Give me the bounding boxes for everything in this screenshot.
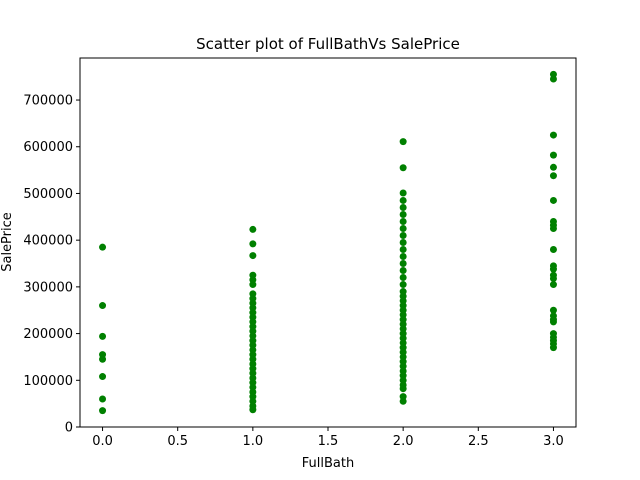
- data-point: [249, 225, 257, 233]
- data-point: [399, 260, 407, 268]
- data-point: [399, 267, 407, 275]
- data-point: [99, 332, 107, 340]
- y-tick-label: 400000: [23, 234, 73, 249]
- data-point: [249, 406, 257, 414]
- data-point: [549, 318, 557, 326]
- data-point: [99, 243, 107, 251]
- data-point: [99, 407, 107, 415]
- points-layer: [99, 70, 557, 415]
- data-point: [249, 240, 257, 248]
- data-point: [249, 281, 257, 289]
- data-point: [399, 203, 407, 211]
- data-point: [399, 210, 407, 218]
- data-point: [399, 217, 407, 225]
- data-point: [249, 252, 257, 260]
- y-tick-label: 500000: [23, 187, 73, 202]
- y-tick-label: 300000: [23, 280, 73, 295]
- data-point: [99, 395, 107, 403]
- data-point: [549, 75, 557, 83]
- data-point: [549, 265, 557, 273]
- data-point: [549, 246, 557, 254]
- x-tick-label: 0.5: [167, 434, 188, 449]
- data-point: [399, 224, 407, 232]
- data-point: [399, 196, 407, 204]
- data-point: [99, 302, 107, 310]
- y-tick-label: 200000: [23, 327, 73, 342]
- data-point: [399, 189, 407, 197]
- data-point: [399, 281, 407, 289]
- data-point: [399, 274, 407, 282]
- data-point: [549, 344, 557, 352]
- data-point: [399, 253, 407, 261]
- data-point: [549, 172, 557, 180]
- x-tick-label: 1.0: [243, 434, 264, 449]
- data-point: [549, 163, 557, 171]
- data-point: [399, 385, 407, 393]
- x-tick-label: 3.0: [543, 434, 564, 449]
- data-point: [399, 164, 407, 172]
- data-point: [549, 281, 557, 289]
- chart-title: Scatter plot of FullBathVs SalePrice: [196, 35, 460, 53]
- y-tick-label: 600000: [23, 140, 73, 155]
- x-axis-ticks: 0.0 0.5 1.0 1.5 2.0 2.5 3.0: [92, 427, 564, 449]
- data-point: [549, 274, 557, 282]
- y-tick-label: 700000: [23, 94, 73, 109]
- data-point: [399, 239, 407, 246]
- x-tick-label: 2.5: [468, 434, 489, 449]
- data-point: [549, 306, 557, 314]
- y-tick-label: 0: [65, 421, 73, 436]
- data-point: [99, 355, 107, 363]
- data-point: [399, 138, 407, 146]
- data-point: [399, 231, 407, 239]
- x-tick-label: 2.0: [393, 434, 414, 449]
- data-point: [549, 224, 557, 232]
- y-tick-label: 100000: [23, 374, 73, 389]
- data-point: [99, 373, 107, 381]
- data-point: [549, 151, 557, 159]
- x-tick-label: 0.0: [92, 434, 113, 449]
- data-point: [549, 196, 557, 204]
- y-axis-label: SalePrice: [0, 212, 15, 272]
- data-point: [549, 131, 557, 139]
- y-axis-ticks: 0 100000 200000 300000 400000 500000 600000 700…: [23, 94, 80, 436]
- data-point: [399, 397, 407, 405]
- x-axis-label: FullBath: [302, 456, 354, 471]
- data-point: [399, 246, 407, 254]
- x-tick-label: 1.5: [318, 434, 339, 449]
